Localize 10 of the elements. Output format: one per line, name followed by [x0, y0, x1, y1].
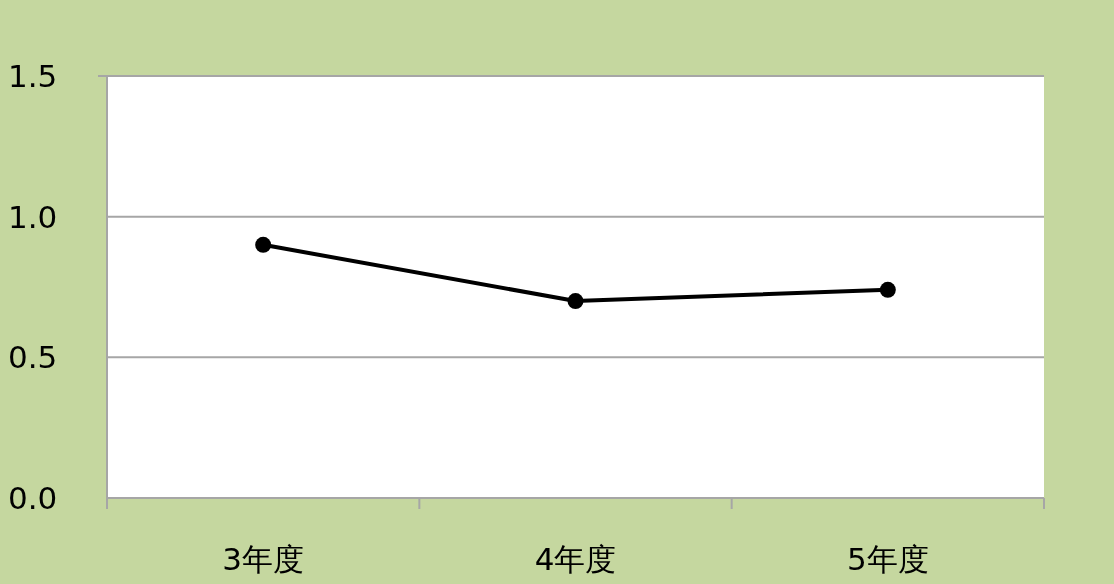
point: [879, 281, 896, 298]
y-tick-label: 0.5: [8, 339, 58, 376]
point: [567, 293, 584, 310]
y-tick-label: 1.0: [8, 198, 58, 235]
x-tick-label: 5年度: [846, 541, 929, 577]
y-tick-label: 0.0: [8, 480, 58, 516]
y-tick-label: 1.5: [8, 58, 58, 94]
x-tick-label: 4年度: [534, 541, 617, 577]
point: [255, 236, 272, 253]
x-tick-label: 3年度: [222, 541, 305, 577]
